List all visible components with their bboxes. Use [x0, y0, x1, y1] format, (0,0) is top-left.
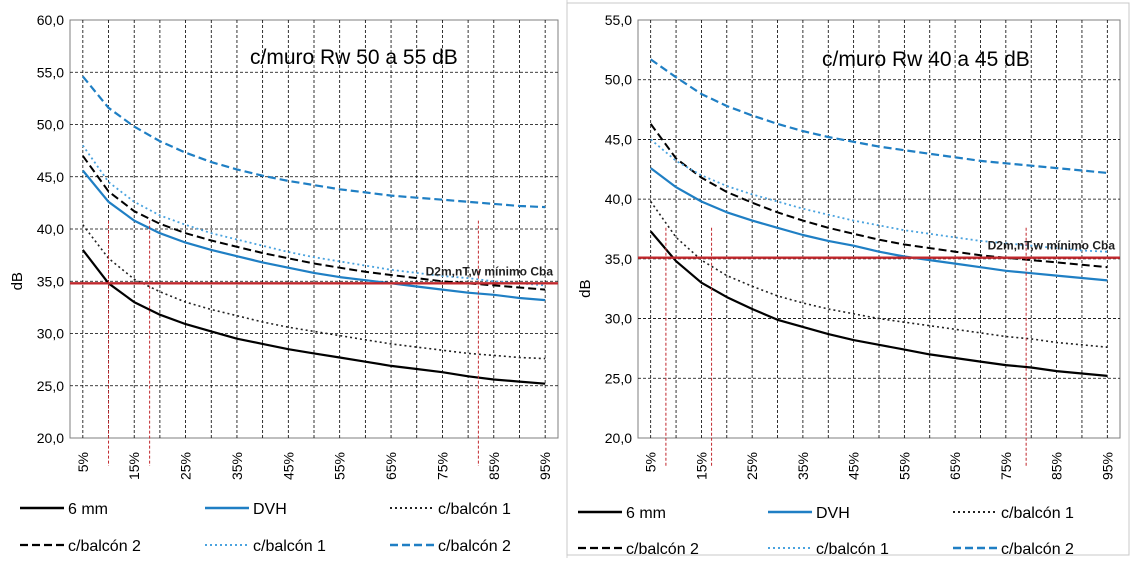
series-line-1	[81, 249, 546, 385]
x-tick-label: 5%	[75, 452, 91, 472]
x-tick-label: 25%	[178, 452, 194, 480]
y-tick-label: 40,0	[605, 191, 632, 207]
x-tick-label: 85%	[486, 452, 502, 480]
y-tick-label: 50,0	[605, 72, 632, 88]
right-panel-frame	[566, 2, 1130, 556]
legend-label: DVH	[816, 505, 850, 522]
x-tick-label: 65%	[383, 452, 399, 480]
legend-label: c/balcón 1	[1001, 505, 1074, 522]
y-tick-label: 45,0	[37, 169, 64, 185]
y-tick-label: 60,0	[37, 12, 64, 28]
legend-label: DVH	[253, 501, 287, 518]
series-line-2	[650, 167, 1108, 282]
y-tick-label: 55,0	[37, 64, 64, 80]
y-axis-label: dB	[577, 280, 594, 298]
y-tick-label: 35,0	[37, 273, 64, 289]
x-tick-label: 25%	[744, 452, 760, 480]
legend-label: c/balcón 2	[626, 541, 699, 558]
y-tick-label: 40,0	[37, 221, 64, 237]
legend-label: c/balcón 1	[438, 501, 511, 518]
legend-label: 6 mm	[626, 505, 666, 522]
chart-2: 20,0 25,0 30,0 35,0 40,0 45,0 50,0 55,0 5% 15% 25%…	[577, 12, 1121, 558]
y-tick-label: 30,0	[37, 326, 64, 342]
x-tick-label: 75%	[434, 452, 450, 480]
y-tick-label: 35,0	[605, 251, 632, 267]
chart-1: 20,0 25,0 30,0 35,0 40,0 45,0 50,0 55,0 60,0 5% 15…	[9, 12, 559, 555]
y-tick-label: 55,0	[605, 12, 632, 28]
x-tick-label: 75%	[998, 452, 1014, 480]
series-line-5	[650, 138, 1108, 253]
legend-label: c/balcón 2	[1001, 541, 1074, 558]
x-tick-label: 5%	[643, 452, 659, 472]
x-tick-label: 95%	[537, 452, 553, 480]
series-line-3	[650, 201, 1108, 348]
series-line-5	[82, 144, 546, 287]
legend-label: c/balcón 1	[253, 538, 326, 555]
x-tick-label: 55%	[896, 452, 912, 480]
series-line-6	[81, 75, 546, 209]
legend-label: c/balcón 2	[438, 538, 511, 555]
x-tick-label: 35%	[795, 452, 811, 480]
y-tick-label: 20,0	[37, 430, 64, 446]
series-line-4	[649, 123, 1108, 269]
y-tick-label: 25,0	[37, 378, 64, 394]
x-tick-label: 85%	[1049, 452, 1065, 480]
chart-title: c/muro Rw 40 a 45 dB	[822, 48, 1030, 71]
legend-label: c/balcón 1	[816, 541, 889, 558]
y-tick-label: 20,0	[605, 430, 632, 446]
legend-label: c/balcón 2	[68, 538, 141, 555]
chart-title: c/muro Rw 50 a 55 dB	[250, 46, 458, 69]
y-tick-label: 25,0	[605, 370, 632, 386]
threshold-label: D2m,nT,w mínimo Cba	[426, 264, 554, 278]
threshold-label: D2m,nT,w mínimo Cba	[988, 239, 1116, 253]
x-tick-label: 45%	[846, 452, 862, 480]
y-axis-label: dB	[9, 272, 26, 290]
x-tick-label: 35%	[229, 452, 245, 480]
series-line-6	[650, 58, 1108, 174]
x-tick-label: 55%	[332, 452, 348, 480]
y-tick-label: 30,0	[605, 311, 632, 327]
y-tick-label: 45,0	[605, 131, 632, 147]
x-tick-label: 15%	[126, 452, 142, 480]
y-tick-label: 50,0	[37, 117, 64, 133]
x-tick-label: 45%	[280, 452, 296, 480]
x-tick-label: 15%	[693, 452, 709, 480]
series-line-4	[81, 155, 546, 291]
x-tick-label: 65%	[947, 452, 963, 480]
x-tick-label: 95%	[1099, 452, 1115, 480]
series-line-2	[81, 169, 546, 302]
legend-label: 6 mm	[68, 501, 108, 518]
series-line-1	[649, 230, 1108, 377]
